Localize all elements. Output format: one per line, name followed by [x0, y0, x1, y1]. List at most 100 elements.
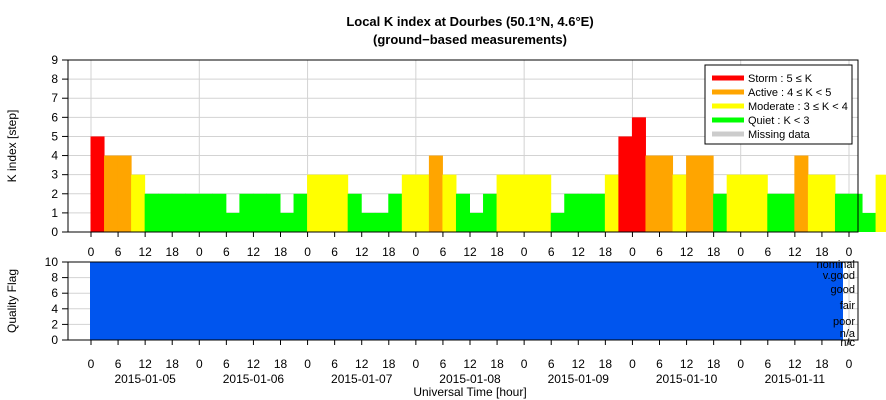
kindex-bar [631, 117, 646, 232]
kindex-bar [523, 174, 538, 232]
kindex-bar [659, 155, 674, 232]
kindex-bar [374, 212, 389, 232]
kindex-bar [848, 193, 863, 232]
kindex-bar [550, 212, 565, 232]
legend-label: Storm : 5 ≤ K [748, 73, 813, 85]
quality-y-tick-label: 8 [51, 271, 58, 285]
quality-x-tick-label: 6 [223, 357, 230, 371]
kindex-bar [185, 193, 200, 232]
kindex-bar [794, 155, 809, 232]
quality-level-label: v.good [823, 270, 855, 282]
quality-bars [90, 262, 843, 340]
kindex-bar [672, 174, 687, 232]
quality-y-tick-label: 6 [51, 286, 58, 300]
kindex-y-tick-label: 0 [51, 225, 58, 239]
quality-y-tick-label: 0 [51, 333, 58, 347]
quality-x-tick-label: 6 [764, 357, 771, 371]
kindex-x-tick-label: 18 [490, 245, 504, 259]
kindex-x-tick-label: 0 [196, 245, 203, 259]
quality-level-label: n/a [840, 328, 856, 340]
kindex-bar [564, 193, 579, 232]
kindex-bar [604, 174, 619, 232]
quality-x-tick-label: 12 [355, 357, 369, 371]
kindex-bar [767, 193, 782, 232]
quality-level-label: fair [840, 300, 856, 312]
quality-x-tick-label: 12 [788, 357, 802, 371]
kindex-bar [334, 174, 349, 232]
kindex-bar [144, 193, 159, 232]
x-axis-label: Universal Time [hour] [413, 385, 526, 399]
kindex-y-tick-label: 1 [51, 206, 58, 220]
quality-level-label: nominal [816, 259, 855, 271]
kindex-legend: Storm : 5 ≤ K Active : 4 ≤ K < 5 Moderate … [704, 64, 853, 145]
kindex-bar [104, 155, 119, 232]
kindex-y-tick-label: 2 [51, 187, 58, 201]
kindex-bar [347, 193, 362, 232]
kindex-bar [807, 174, 822, 232]
kindex-bar [740, 174, 755, 232]
date-label: 2015-01-08 [439, 372, 501, 386]
kindex-bar [645, 155, 660, 232]
kindex-plot-frame [67, 59, 859, 233]
kindex-bar [117, 155, 132, 232]
kindex-bar [266, 193, 281, 232]
kindex-x-tick-label: 6 [656, 245, 663, 259]
kindex-x-axis: 0 6 12 18 0 6 12 18 0 6 12 18 0 6 12 18 0 6 12 18 0 6 12 18 0 6 12… [88, 232, 853, 259]
date-label: 2015-01-09 [548, 372, 610, 386]
quality-x-tick-label: 6 [115, 357, 122, 371]
kindex-x-tick-label: 12 [572, 245, 586, 259]
kindex-bar [320, 174, 335, 232]
kindex-bar [90, 136, 105, 232]
date-label: 2015-01-11 [765, 372, 826, 386]
kindex-bar [726, 174, 741, 232]
quality-level-label: n/c [840, 337, 855, 349]
kindex-bar [442, 174, 457, 232]
kindex-bar [293, 193, 308, 232]
quality-x-tick-label: 12 [572, 357, 586, 371]
kindex-bar [225, 212, 240, 232]
kindex-bar [131, 174, 146, 232]
quality-x-tick-label: 0 [413, 357, 420, 371]
kindex-bar [158, 193, 173, 232]
quality-x-tick-label: 0 [737, 357, 744, 371]
kindex-x-tick-label: 6 [440, 245, 447, 259]
kindex-bar [780, 193, 795, 232]
kindex-bar [198, 193, 213, 232]
kindex-y-label: K index [step] [5, 110, 19, 183]
kindex-bar [713, 193, 728, 232]
kindex-bar [239, 193, 254, 232]
kindex-x-tick-label: 0 [88, 245, 95, 259]
quality-x-tick-label: 0 [304, 357, 311, 371]
legend-label: Missing data [748, 129, 811, 141]
kindex-bar [361, 212, 376, 232]
quality-y-axis: 0 24 68 10 [45, 255, 68, 347]
kindex-x-tick-label: 12 [463, 245, 477, 259]
quality-x-tick-label: 18 [599, 357, 613, 371]
kindex-bar [577, 193, 592, 232]
quality-y-tick-label: 2 [51, 317, 58, 331]
kindex-y-tick-label: 7 [51, 91, 58, 105]
kindex-bar [212, 193, 227, 232]
kindex-x-tick-label: 12 [247, 245, 261, 259]
quality-x-tick-label: 0 [521, 357, 528, 371]
kindex-x-tick-label: 6 [223, 245, 230, 259]
quality-x-tick-label: 12 [463, 357, 477, 371]
kindex-bar [753, 174, 768, 232]
kindex-y-axis: 0 1 2 3 4 5 6 7 8 9 [51, 53, 68, 239]
kindex-bar [280, 212, 295, 232]
kindex-x-tick-label: 0 [304, 245, 311, 259]
kindex-y-tick-label: 4 [51, 149, 58, 163]
kindex-bar [469, 212, 484, 232]
quality-x-axis: 0 6 12 18 0 6 12 18 0 6 12 18 0 6 12 18 0 6 12 18 0 6 12 18 0 6 12… [88, 340, 853, 371]
kindex-bar [252, 193, 267, 232]
quality-x-tick-label: 18 [274, 357, 288, 371]
legend-label: Active : 4 ≤ K < 5 [748, 87, 831, 99]
kindex-bar [834, 193, 849, 232]
quality-x-tick-label: 18 [490, 357, 504, 371]
kindex-y-tick-label: 5 [51, 129, 58, 143]
quality-y-label: Quality Flag [5, 269, 19, 333]
kindex-bar [862, 212, 877, 232]
quality-x-tick-label: 18 [815, 357, 829, 371]
kindex-bars [90, 117, 886, 232]
